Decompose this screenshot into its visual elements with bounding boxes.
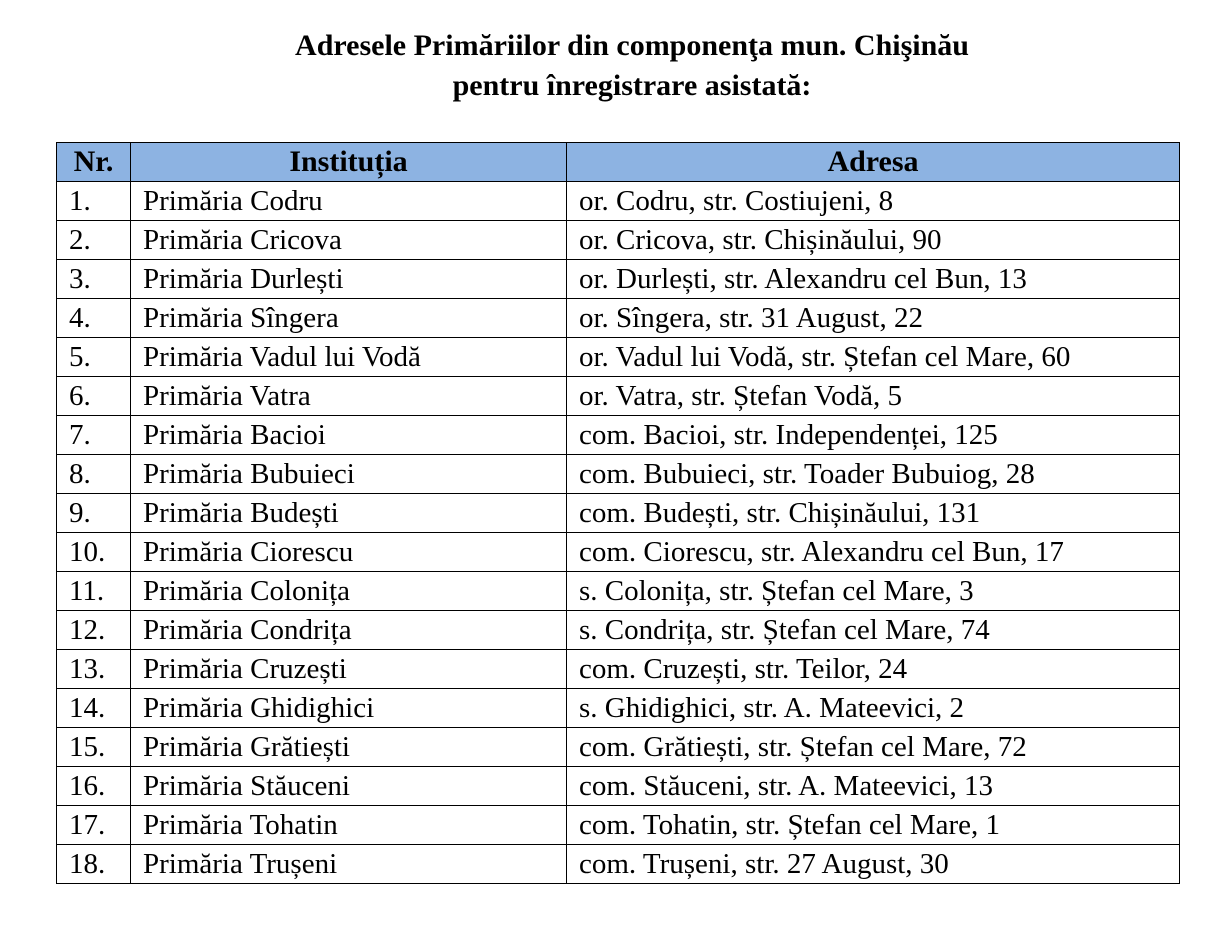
row-number: 6. <box>56 376 131 416</box>
address-cell: com. Bubuieci, str. Toader Bubuiog, 28 <box>566 454 1180 494</box>
row-number: 12. <box>56 610 131 650</box>
table-row: 11. Primăria Colonița s. Colonița, str. Șt… <box>56 571 1180 611</box>
table-row: 3. Primăria Durlești or. Durlești, str. Al… <box>56 259 1180 299</box>
institution-cell: Primăria Cruzești <box>130 649 567 689</box>
document-title: Adresele Primăriilor din componenţa mun.… <box>0 26 1229 106</box>
row-number: 14. <box>56 688 131 728</box>
table-row: 15. Primăria Grătiești com. Grătiești, str… <box>56 727 1180 767</box>
table-row: 1. Primăria Codru or. Codru, str. Costiuje… <box>56 181 1180 221</box>
row-number: 18. <box>56 844 131 884</box>
table-row: 16. Primăria Stăuceni com. Stăuceni, str. … <box>56 766 1180 806</box>
institution-cell: Primăria Grătiești <box>130 727 567 767</box>
table-row: 9. Primăria Budești com. Budești, str. Chi… <box>56 493 1180 533</box>
institution-cell: Primăria Tohatin <box>130 805 567 845</box>
address-cell: or. Cricova, str. Chișinăului, 90 <box>566 220 1180 260</box>
address-cell: s. Condrița, str. Ștefan cel Mare, 74 <box>566 610 1180 650</box>
table-row: 5. Primăria Vadul lui Vodă or. Vadul lui V… <box>56 337 1180 377</box>
row-number: 17. <box>56 805 131 845</box>
address-cell: com. Cruzești, str. Teilor, 24 <box>566 649 1180 689</box>
table-row: 8. Primăria Bubuieci com. Bubuieci, str. T… <box>56 454 1180 494</box>
institution-cell: Primăria Codru <box>130 181 567 221</box>
row-number: 16. <box>56 766 131 806</box>
table-row: 14. Primăria Ghidighici s. Ghidighici, str… <box>56 688 1180 728</box>
institution-cell: Primăria Ghidighici <box>130 688 567 728</box>
table-row: 2. Primăria Cricova or. Cricova, str. Chiș… <box>56 220 1180 260</box>
institution-cell: Primăria Ciorescu <box>130 532 567 572</box>
row-number: 7. <box>56 415 131 455</box>
row-number: 9. <box>56 493 131 533</box>
header-nr: Nr. <box>56 142 131 182</box>
title-line-1: Adresele Primăriilor din componenţa mun.… <box>295 29 969 62</box>
institution-cell: Primăria Sîngera <box>130 298 567 338</box>
address-cell: com. Trușeni, str. 27 August, 30 <box>566 844 1180 884</box>
address-cell: com. Budești, str. Chișinăului, 131 <box>566 493 1180 533</box>
institution-cell: Primăria Bubuieci <box>130 454 567 494</box>
row-number: 11. <box>56 571 131 611</box>
addresses-table: Nr. Instituția Adresa 1. Primăria Codru or… <box>56 142 1180 884</box>
row-number: 3. <box>56 259 131 299</box>
table-row: 7. Primăria Bacioi com. Bacioi, str. Indep… <box>56 415 1180 455</box>
address-cell: com. Bacioi, str. Independenței, 125 <box>566 415 1180 455</box>
row-number: 1. <box>56 181 131 221</box>
row-number: 13. <box>56 649 131 689</box>
row-number: 10. <box>56 532 131 572</box>
address-cell: or. Sîngera, str. 31 August, 22 <box>566 298 1180 338</box>
header-institution: Instituția <box>130 142 567 182</box>
table-row: 4. Primăria Sîngera or. Sîngera, str. 31 A… <box>56 298 1180 338</box>
address-cell: com. Stăuceni, str. A. Mateevici, 13 <box>566 766 1180 806</box>
address-cell: s. Ghidighici, str. A. Mateevici, 2 <box>566 688 1180 728</box>
address-cell: com. Grătiești, str. Ștefan cel Mare, 72 <box>566 727 1180 767</box>
table-row: 18. Primăria Trușeni com. Trușeni, str. 27… <box>56 844 1180 884</box>
institution-cell: Primăria Durlești <box>130 259 567 299</box>
institution-cell: Primăria Bacioi <box>130 415 567 455</box>
address-cell: or. Vadul lui Vodă, str. Ștefan cel Mare… <box>566 337 1180 377</box>
table-row: 10. Primăria Ciorescu com. Ciorescu, str. … <box>56 532 1180 572</box>
header-address: Adresa <box>566 142 1180 182</box>
institution-cell: Primăria Vatra <box>130 376 567 416</box>
address-cell: com. Ciorescu, str. Alexandru cel Bun, 1… <box>566 532 1180 572</box>
row-number: 4. <box>56 298 131 338</box>
title-line-2: pentru înregistrare asistată: <box>452 69 812 102</box>
address-cell: or. Codru, str. Costiujeni, 8 <box>566 181 1180 221</box>
address-cell: or. Vatra, str. Ștefan Vodă, 5 <box>566 376 1180 416</box>
row-number: 5. <box>56 337 131 377</box>
address-cell: com. Tohatin, str. Ștefan cel Mare, 1 <box>566 805 1180 845</box>
row-number: 2. <box>56 220 131 260</box>
institution-cell: Primăria Trușeni <box>130 844 567 884</box>
institution-cell: Primăria Vadul lui Vodă <box>130 337 567 377</box>
table-row: 13. Primăria Cruzești com. Cruzești, str. … <box>56 649 1180 689</box>
institution-cell: Primăria Budești <box>130 493 567 533</box>
address-cell: or. Durlești, str. Alexandru cel Bun, 13 <box>566 259 1180 299</box>
table-row: 12. Primăria Condrița s. Condrița, str. Șt… <box>56 610 1180 650</box>
institution-cell: Primăria Condrița <box>130 610 567 650</box>
institution-cell: Primăria Colonița <box>130 571 567 611</box>
address-cell: s. Colonița, str. Ștefan cel Mare, 3 <box>566 571 1180 611</box>
table-row: 17. Primăria Tohatin com. Tohatin, str. Șt… <box>56 805 1180 845</box>
row-number: 15. <box>56 727 131 767</box>
institution-cell: Primăria Stăuceni <box>130 766 567 806</box>
institution-cell: Primăria Cricova <box>130 220 567 260</box>
table-row: 6. Primăria Vatra or. Vatra, str. Ștefan V… <box>56 376 1180 416</box>
row-number: 8. <box>56 454 131 494</box>
table-header-row: Nr. Instituția Adresa <box>56 142 1180 182</box>
